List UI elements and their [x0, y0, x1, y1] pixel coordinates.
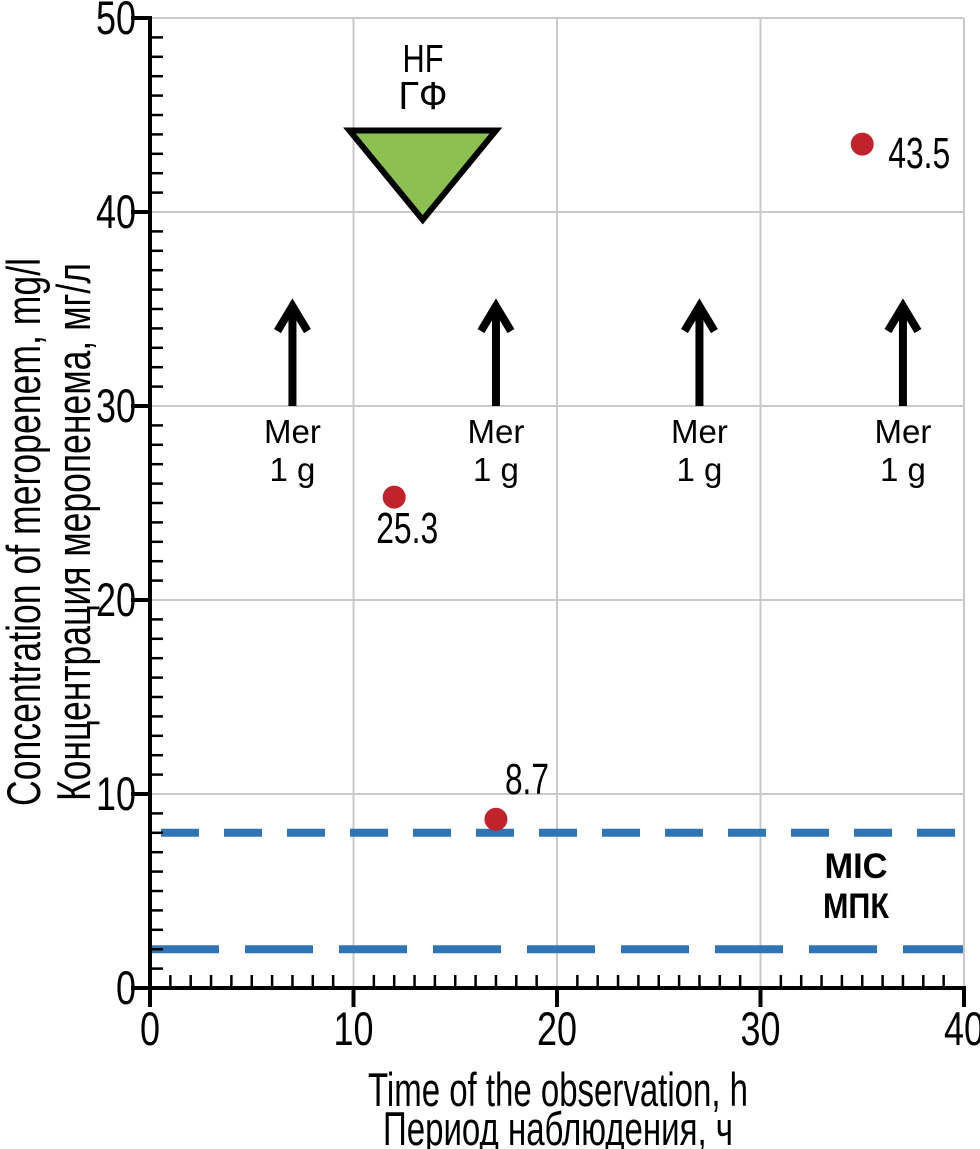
dose-arrow-label-dose: 1 g — [473, 451, 519, 488]
up-arrow-icon — [274, 298, 311, 334]
y-tick-label: 40 — [96, 185, 136, 238]
hf-label-en: HF — [403, 38, 444, 81]
hf-label-ru: ГФ — [399, 75, 448, 118]
dose-arrow-label-dose: 1 g — [880, 451, 926, 488]
up-arrow-icon — [477, 298, 515, 334]
y-tick-label: 0 — [116, 961, 136, 1014]
dose-arrow-label-dose: 1 g — [677, 451, 723, 488]
gridlines — [150, 17, 965, 988]
mic-label-en: MIC — [825, 847, 888, 886]
x-tick-label: 30 — [741, 1002, 781, 1055]
dose-arrow-label-dose: 1 g — [270, 451, 316, 488]
x-tick-label: 0 — [140, 1002, 160, 1055]
x-tick-label: 20 — [537, 1002, 577, 1055]
y-tick-label: 30 — [96, 379, 136, 432]
y-tick-label: 10 — [96, 767, 136, 820]
data-point-label: 25.3 — [376, 504, 438, 553]
x-tick-label: 40 — [944, 1002, 980, 1055]
up-arrow-icon — [884, 298, 922, 334]
x-axis-title-ru: Период наблюдения, ч — [383, 1102, 733, 1149]
y-axis-title-ru: Концентрация меропенема, мг/л — [47, 263, 100, 801]
hemofiltration-marker — [343, 127, 503, 225]
data-point — [382, 485, 406, 509]
data-point-label: 8.7 — [505, 755, 549, 804]
mic-threshold-lines — [151, 828, 963, 954]
x-axis-title-en: Time of the observation, h — [368, 1063, 748, 1116]
dose-arrow-label-drug: Mer — [264, 413, 321, 450]
dose-arrow-label-drug: Mer — [875, 413, 932, 450]
dose-arrow-label-drug: Mer — [468, 413, 525, 450]
y-axis-title-en: Concentration of meropenem, mg/l — [0, 258, 50, 806]
mic-label-ru: МПК — [823, 887, 890, 926]
up-arrow-icon — [681, 298, 718, 334]
y-tick-label: 50 — [96, 0, 136, 44]
x-tick-label: 10 — [334, 1002, 374, 1055]
data-point — [850, 132, 874, 156]
data-point — [484, 807, 508, 831]
hf-triangle-icon — [343, 127, 503, 225]
tick-labels: 0 10 20 30 40 0 10 20 30 40 50 — [96, 0, 980, 1055]
dose-arrow-label-drug: Mer — [671, 413, 728, 450]
y-tick-label: 20 — [96, 573, 136, 626]
data-point-label: 43.5 — [888, 129, 950, 178]
axes — [131, 16, 966, 1007]
data-points: 25.3 8.7 43.5 — [376, 129, 950, 831]
